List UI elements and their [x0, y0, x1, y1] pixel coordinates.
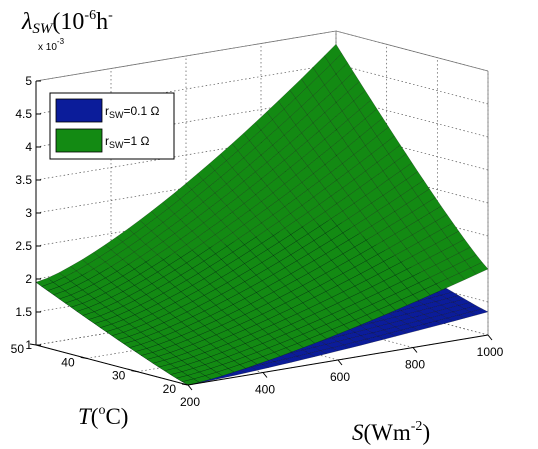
y-tick-mark	[29, 343, 37, 346]
z-tick-label: 1.5	[15, 305, 32, 319]
x-tick-mark	[412, 347, 418, 353]
z-tick-label: 1	[25, 338, 32, 352]
legend-swatch-rsw-0.1	[55, 98, 103, 123]
x-tick-mark	[487, 334, 493, 341]
legend-label-rsw-1: rSW=1 Ω	[105, 134, 150, 150]
legend-swatch-rsw-1	[55, 128, 103, 153]
z-tick-label: 4	[25, 140, 32, 154]
y-axis-line	[35, 344, 189, 386]
x-tick-label: 800	[405, 358, 425, 372]
surface-cell	[470, 308, 489, 316]
surfaces	[35, 43, 489, 386]
x-axis-label: S(Wm-2)	[352, 419, 430, 445]
z-axis-exponent: x 10-3	[38, 37, 65, 53]
y-tick-mark	[80, 356, 87, 359]
grid-back-horizontal	[35, 63, 337, 115]
x-tick-mark	[262, 372, 268, 378]
x-tick-label: 200	[180, 395, 200, 409]
x-tick-label: 400	[255, 383, 275, 397]
y-tick-label: 40	[61, 355, 75, 369]
y-tick-label: 30	[112, 369, 126, 383]
z-tick-label: 5	[25, 74, 32, 88]
z-tick-label: 3.5	[15, 173, 32, 187]
y-tick-mark	[181, 383, 189, 386]
legend: rSW=0.1 Ω rSW=1 Ω	[49, 92, 175, 160]
box-edge	[35, 30, 337, 82]
legend-label-rsw-0.1: rSW=0.1 Ω	[105, 104, 160, 120]
z-tick-label: 2.5	[15, 239, 32, 253]
z-tick-label: 3	[25, 206, 32, 220]
chart-title: λSW(10-6h-	[21, 8, 113, 37]
z-tick-label: 4.5	[15, 107, 32, 121]
x-tick-label: 1000	[477, 345, 504, 359]
z-tick-label: 2	[25, 272, 32, 286]
axes: 1 1.5 2 2.5 3 3.5 4 4.5 5 20 30 40 50 200 400 600 800 100…	[11, 74, 504, 409]
surface-rsw-1	[35, 43, 489, 386]
x-tick-mark	[187, 384, 193, 391]
x-tick-label: 600	[330, 370, 350, 384]
y-tick-mark	[131, 370, 138, 373]
box-edge	[335, 30, 489, 72]
x-tick-mark	[337, 359, 343, 366]
y-tick-label: 20	[163, 382, 177, 396]
y-tick-label: 50	[11, 342, 25, 356]
y-axis-label: T(oC)	[78, 403, 128, 429]
surface-cell	[470, 262, 489, 275]
